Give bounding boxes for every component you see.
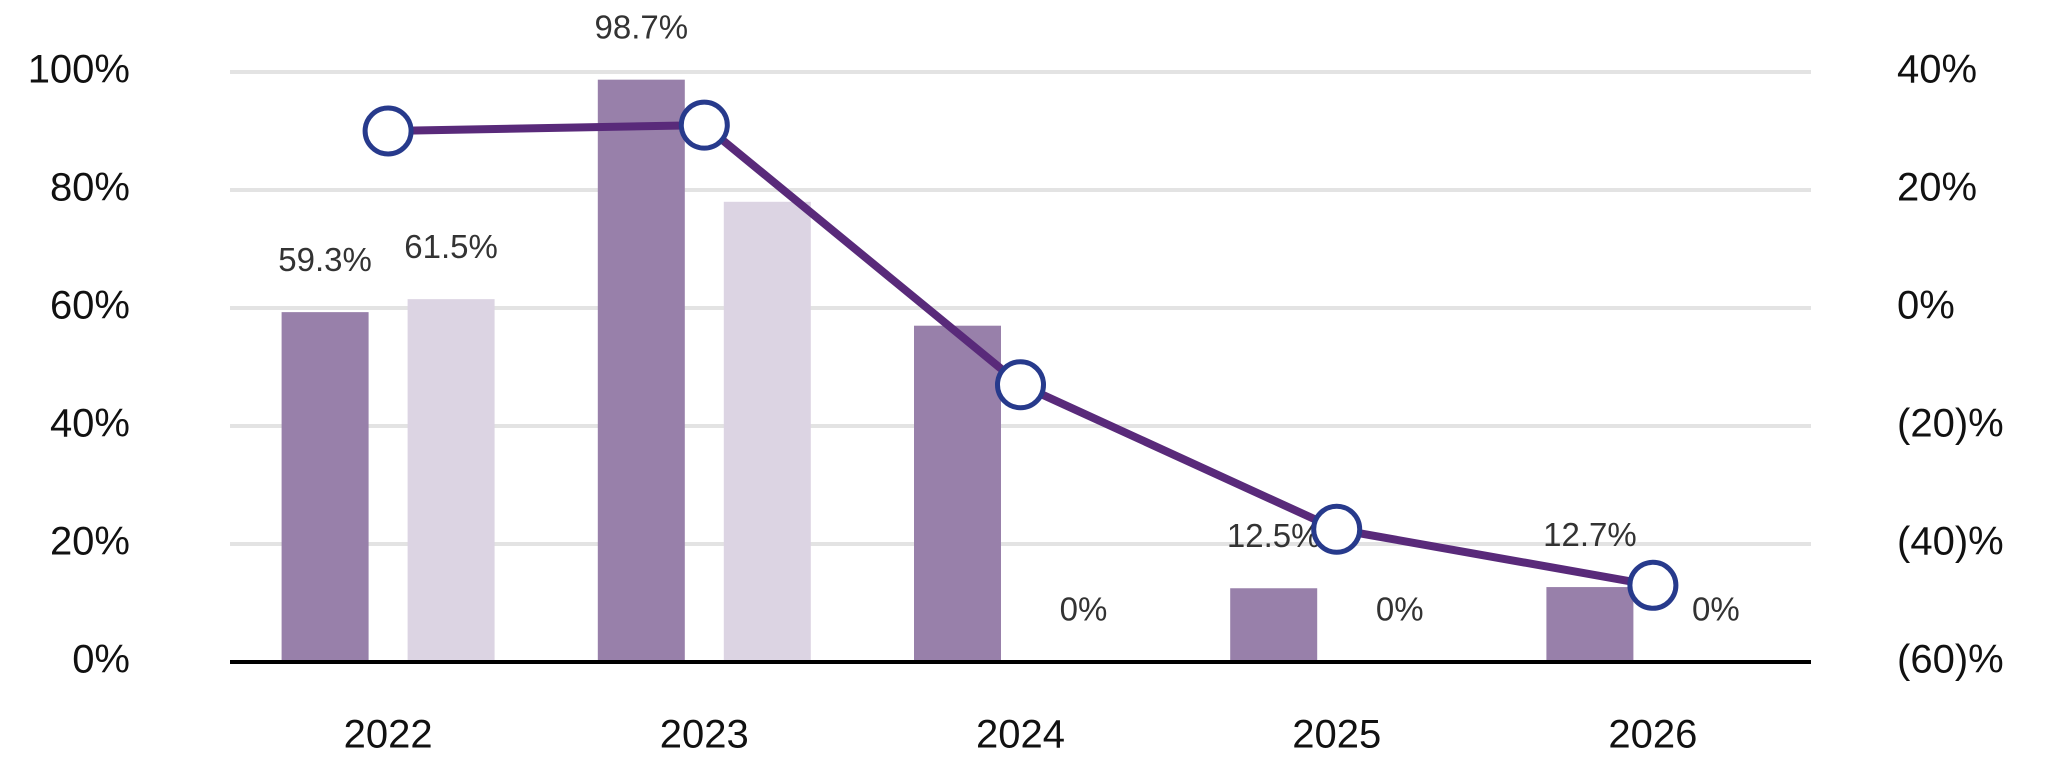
y-tick-label: 40% [50,402,130,446]
y2-tick-label: (20)% [1897,402,2004,446]
value-label: 0% [1376,591,1424,628]
bar [281,312,369,662]
y2-tick-label: 20% [1897,166,1977,210]
x-tick-label: 2025 [1292,713,1381,757]
y2-tick-label: (60)% [1897,638,2004,682]
line [388,121,1654,590]
y2-tick-label: (40)% [1897,520,2004,564]
value-label: 0% [1692,591,1740,628]
y-tick-label: 60% [50,284,130,328]
line-marker [1311,503,1363,555]
line-marker [995,359,1046,411]
value-label: 59.3% [278,241,372,278]
x-tick-label: 2026 [1608,713,1697,757]
y-tick-label: 0% [72,638,130,682]
y-tick-label: 20% [50,520,130,564]
value-label: 12.7% [1543,516,1637,553]
bar [407,299,495,662]
bar [914,325,1001,662]
y2-tick-label: 0% [1897,284,1955,328]
value-label: 0% [1060,591,1108,628]
bar [1546,587,1634,662]
y-tick-label: 80% [50,166,130,210]
x-tick-label: 2024 [976,713,1065,757]
line-marker [678,99,730,151]
line-marker [362,105,414,157]
line-marker [1627,559,1679,611]
value-label: 98.7% [595,8,689,45]
x-tick-label: 2023 [660,713,749,757]
value-label: 12.5% [1227,517,1321,554]
y-tick-label: 100% [28,48,130,92]
value-label: 61.5% [404,228,498,265]
bar [1230,588,1318,662]
bar [723,201,811,663]
y2-tick-label: 40% [1897,48,1977,92]
bar [597,79,685,663]
x-tick-label: 2022 [344,713,433,757]
